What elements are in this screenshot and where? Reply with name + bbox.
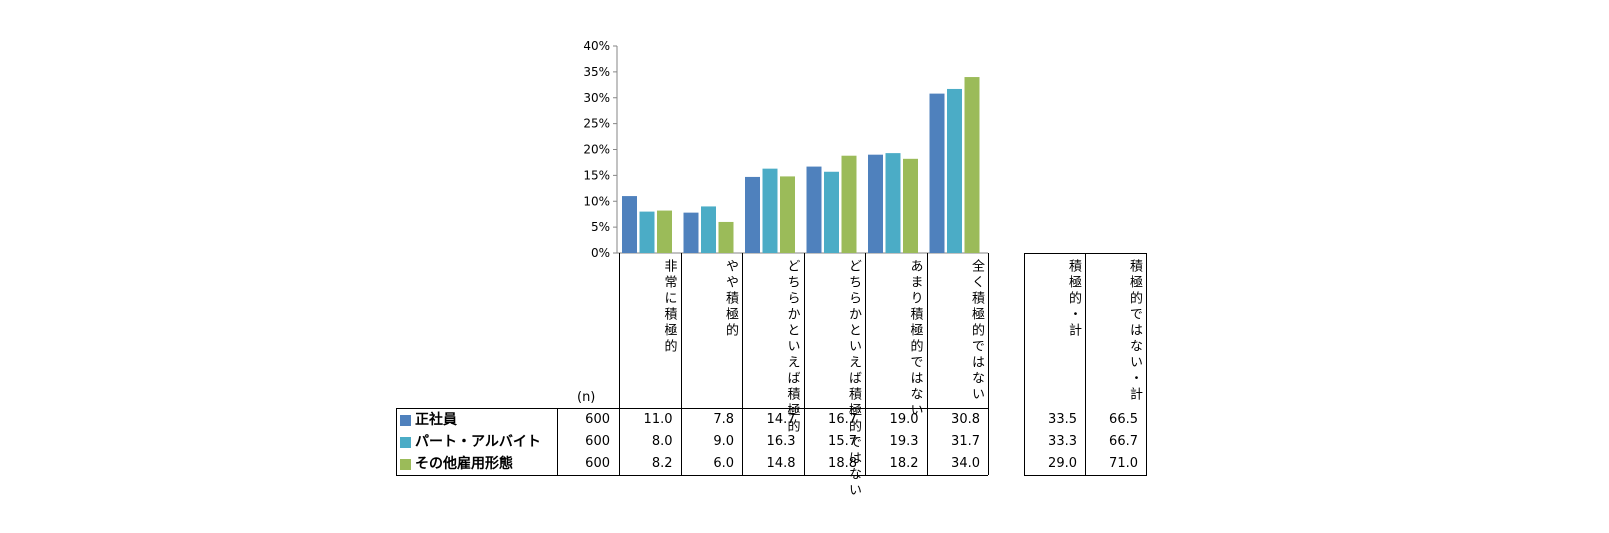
- y-tick-label: 10%: [583, 194, 610, 208]
- bar-2-1: [639, 211, 655, 253]
- value-cell: 15.7: [828, 434, 857, 449]
- bar-1-3: [745, 176, 760, 253]
- table-border: [988, 253, 989, 475]
- n-cell: 600: [585, 456, 610, 471]
- table-border: [557, 408, 558, 475]
- total-header-1: 積極的・計: [1066, 259, 1081, 339]
- value-cell: 14.8: [766, 456, 796, 471]
- bar-1-4: [806, 166, 822, 253]
- value-cell: 16.7: [828, 412, 857, 427]
- table-border: [1024, 475, 1147, 476]
- category-label-1: 非常に積極的: [661, 259, 677, 355]
- table-border: [927, 253, 928, 475]
- total-cell: 33.3: [1048, 434, 1077, 449]
- y-tick-label: 0%: [591, 246, 610, 260]
- y-tick-label: 35%: [583, 65, 610, 79]
- category-label-5: あまり積極的ではない: [907, 259, 923, 419]
- table-border: [865, 253, 866, 475]
- bars-group: [622, 77, 980, 253]
- y-tick-label: 30%: [583, 91, 610, 105]
- series-name: パート・アルバイト: [415, 434, 541, 450]
- bar-3-5: [903, 158, 918, 253]
- value-cell: 14.7: [766, 412, 796, 427]
- total-cell: 33.5: [1048, 412, 1077, 427]
- bar-3-2: [718, 221, 734, 253]
- table-border: [1085, 253, 1086, 475]
- value-cell: 34.0: [951, 456, 980, 471]
- category-label-2: やや積極的: [723, 259, 738, 339]
- n-header: (n): [577, 390, 596, 405]
- bar-1-1: [622, 196, 637, 253]
- bar-2-2: [701, 206, 716, 253]
- table-border: [742, 253, 743, 475]
- n-cell: 600: [585, 412, 610, 427]
- bar-3-3: [780, 176, 795, 253]
- bar-1-2: [683, 212, 699, 253]
- value-cell: 19.0: [889, 412, 919, 427]
- y-tick-label: 25%: [583, 117, 610, 131]
- table-border: [619, 253, 620, 475]
- value-cell: 9.0: [713, 434, 734, 449]
- value-cell: 19.3: [889, 434, 919, 449]
- table-border: [396, 408, 397, 475]
- value-cell: 18.8: [828, 456, 857, 471]
- bar-2-3: [762, 168, 778, 253]
- total-cell: 29.0: [1048, 456, 1077, 471]
- table-border: [1146, 253, 1147, 475]
- y-tick-label: 15%: [583, 168, 610, 182]
- table-border: [681, 253, 682, 475]
- legend-row-2: パート・アルバイト: [400, 431, 541, 453]
- y-tick-label: 20%: [583, 143, 610, 157]
- table-border: [804, 253, 805, 475]
- legend-swatch: [400, 414, 411, 426]
- y-tick-label: 40%: [583, 39, 610, 53]
- n-cell: 600: [585, 434, 610, 449]
- total-cell: 66.7: [1109, 434, 1138, 449]
- value-cell: 11.0: [643, 412, 673, 427]
- bar-3-6: [964, 77, 980, 253]
- total-cell: 71.0: [1109, 456, 1138, 471]
- value-cell: 7.8: [713, 412, 734, 427]
- value-cell: 30.8: [951, 412, 980, 427]
- table-border: [1024, 253, 1025, 475]
- category-label-4: どちらかといえば積極的ではない: [846, 259, 861, 499]
- value-cell: 16.3: [766, 434, 796, 449]
- value-cell: 8.0: [651, 434, 673, 449]
- bar-2-6: [947, 88, 962, 253]
- legend-swatch: [400, 458, 411, 470]
- series-name: その他雇用形態: [415, 456, 513, 472]
- y-axis: 0% 5% 10% 15% 20% 25% 30% 35% 40%: [583, 39, 988, 260]
- value-cell: 6.0: [713, 456, 734, 471]
- y-tick-label: 5%: [591, 220, 610, 234]
- total-cell: 66.5: [1109, 412, 1138, 427]
- table-border: [396, 408, 988, 409]
- value-cell: 31.7: [951, 434, 980, 449]
- bar-3-4: [841, 155, 857, 253]
- series-name: 正社員: [415, 412, 457, 428]
- bar-2-4: [824, 171, 839, 253]
- bar-1-6: [929, 93, 945, 253]
- legend-swatch: [400, 436, 411, 448]
- legend-row-1: 正社員: [400, 409, 457, 431]
- value-cell: 8.2: [651, 456, 673, 471]
- bar-2-5: [885, 153, 901, 253]
- bar-3-1: [657, 210, 672, 253]
- table-border: [396, 475, 988, 476]
- bar-1-5: [868, 154, 883, 253]
- category-label-6: 全く積極的ではない: [969, 259, 984, 403]
- value-cell: 18.2: [889, 456, 919, 471]
- total-header-2: 積極的ではない・計: [1127, 259, 1142, 403]
- legend-row-3: その他雇用形態: [400, 453, 513, 475]
- category-label-3: どちらかといえば積極的: [784, 259, 800, 435]
